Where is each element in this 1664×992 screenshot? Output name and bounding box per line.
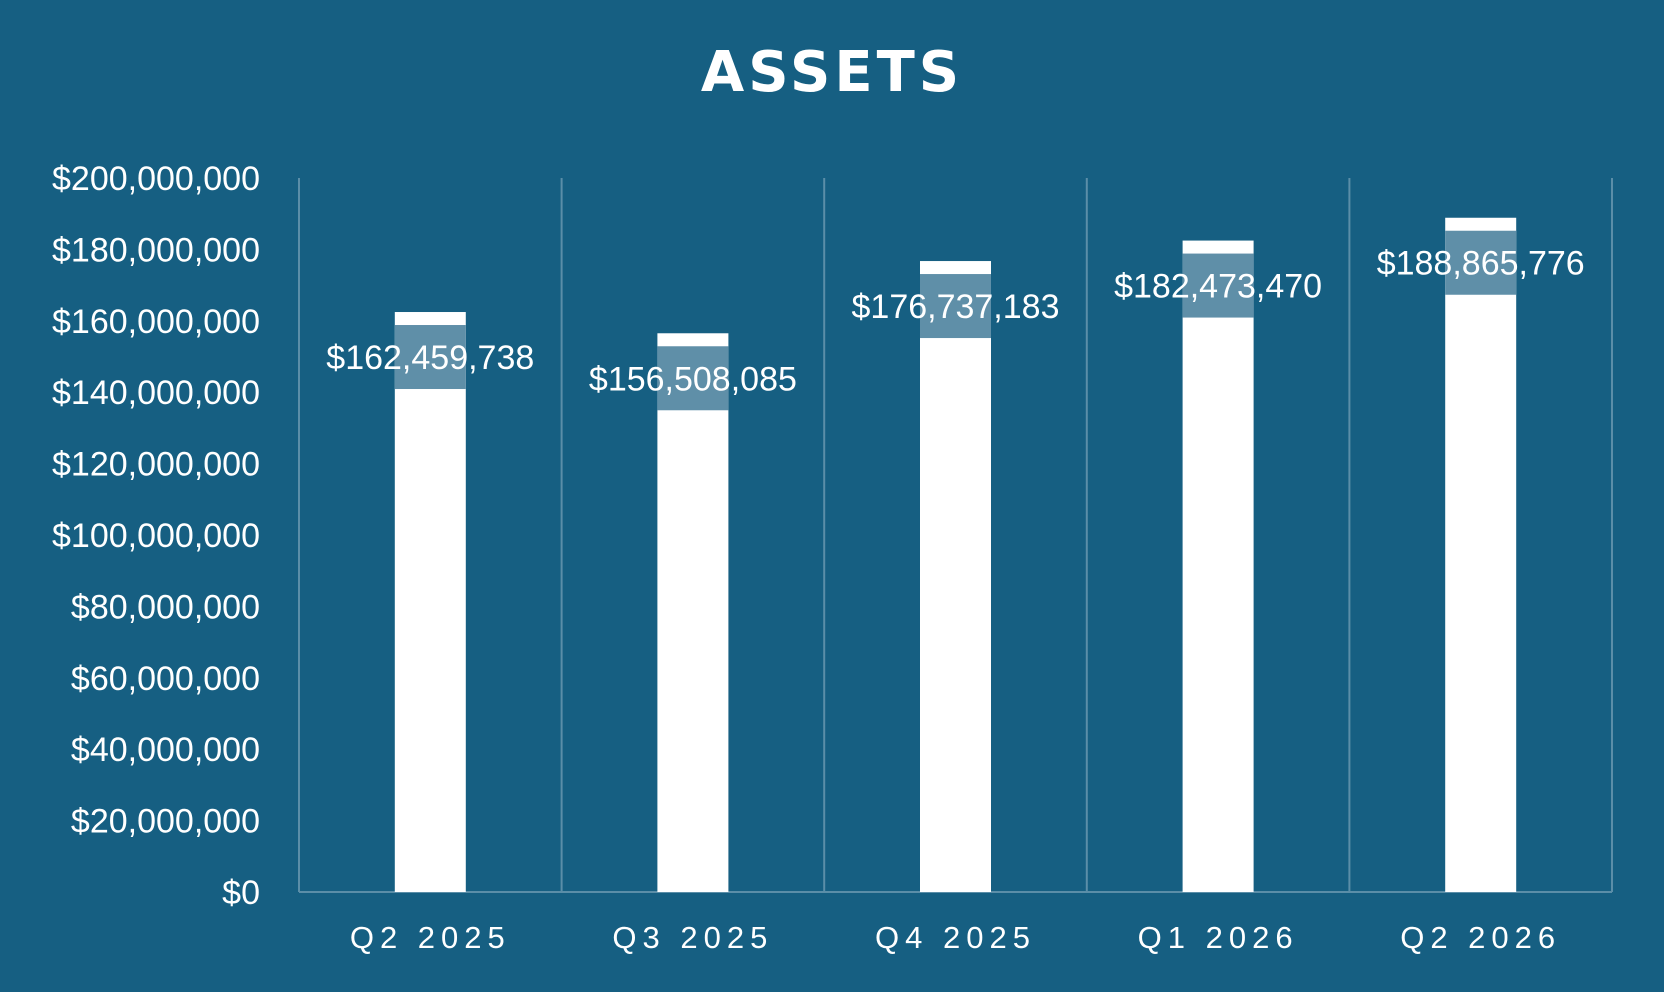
y-tick-label: $60,000,000	[71, 660, 260, 698]
y-tick-label: $120,000,000	[52, 446, 260, 484]
bar	[1182, 240, 1254, 893]
x-tick-label: Q1 2026	[1138, 920, 1299, 955]
data-label-box	[1182, 253, 1254, 318]
y-tick-label: $100,000,000	[52, 517, 260, 555]
y-tick-label: $20,000,000	[71, 803, 260, 841]
bar	[394, 312, 466, 892]
x-tick-label: Q3 2025	[612, 920, 773, 955]
data-label-box	[920, 274, 991, 339]
y-tick-label: $140,000,000	[52, 374, 260, 412]
y-tick-label: $180,000,000	[52, 231, 260, 269]
data-label: $176,737,183	[852, 288, 1060, 326]
data-label-box	[394, 325, 466, 390]
y-tick-label: $40,000,000	[71, 731, 260, 769]
bar	[920, 261, 991, 893]
x-tick-label: Q2 2025	[350, 920, 511, 955]
bar	[1445, 217, 1517, 893]
data-label-box	[657, 346, 729, 411]
bar	[657, 333, 729, 893]
data-label: $182,473,470	[1114, 268, 1322, 306]
data-label-box	[1445, 230, 1517, 295]
y-tick-label: $0	[222, 874, 260, 912]
y-tick-label: $200,000,000	[52, 160, 260, 198]
x-tick-label: Q4 2025	[875, 920, 1036, 955]
data-label: $188,865,776	[1377, 245, 1585, 283]
y-tick-label: $80,000,000	[71, 588, 260, 626]
data-label: $156,508,085	[589, 360, 797, 398]
chart-title: ASSETS	[700, 40, 964, 105]
x-tick-label: Q2 2026	[1400, 920, 1561, 955]
data-label: $162,459,738	[326, 339, 534, 377]
y-tick-label: $160,000,000	[52, 303, 260, 341]
